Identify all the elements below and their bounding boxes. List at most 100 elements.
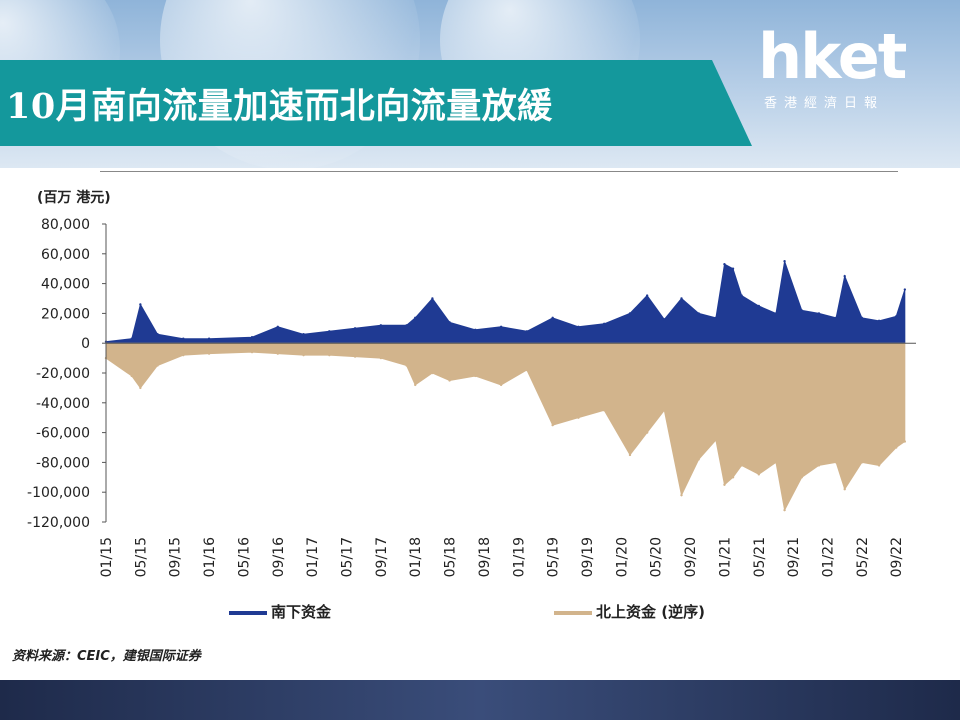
footer-bar [0, 680, 960, 720]
data-point [302, 333, 305, 336]
x-tick-label: 09/17 [374, 537, 390, 577]
legend-item-south: 南下资金 [229, 601, 331, 622]
data-point [663, 409, 666, 412]
data-point [431, 371, 434, 375]
y-tick-label: -100,000 [27, 485, 90, 501]
data-point [714, 438, 718, 442]
logo-wordmark: hket [758, 20, 907, 93]
data-point [353, 327, 357, 330]
data-point [182, 353, 185, 357]
data-point [774, 312, 778, 315]
data-point [740, 294, 743, 297]
data-point [448, 379, 451, 382]
data-point [903, 288, 907, 291]
data-point [577, 325, 580, 329]
data-point [405, 364, 408, 367]
data-point [379, 356, 383, 360]
series-area-north [105, 342, 906, 512]
data-point [723, 263, 726, 266]
y-tick-label: -80,000 [36, 455, 90, 471]
y-tick-label: -60,000 [36, 426, 90, 442]
data-point [414, 316, 417, 320]
x-tick-label: 01/15 [99, 537, 115, 577]
data-point [757, 473, 761, 476]
source-note: 资料来源：CEIC，建银国际证券 [12, 649, 201, 664]
data-point [250, 350, 254, 354]
legend-item-north: 北上资金 (逆序) [554, 601, 705, 622]
x-tick-label: 09/20 [683, 537, 699, 577]
x-tick-label: 05/16 [236, 537, 252, 577]
data-point [328, 353, 331, 357]
chart-unit-label: (百万 港元) [37, 189, 111, 206]
x-tick-label: 05/21 [752, 537, 768, 577]
data-point [800, 309, 803, 312]
data-point [731, 476, 735, 479]
data-point [817, 464, 821, 467]
data-point [860, 461, 864, 464]
data-point [645, 431, 649, 434]
data-point [645, 294, 649, 297]
legend-label-south: 南下资金 [271, 603, 332, 621]
x-tick-label: 09/16 [271, 537, 287, 577]
data-point [834, 461, 838, 464]
x-tick-label: 09/18 [477, 537, 493, 577]
data-point [207, 337, 211, 340]
y-tick-label: 0 [81, 336, 90, 352]
x-tick-label: 05/20 [649, 537, 665, 577]
data-point [474, 374, 477, 378]
data-point [405, 324, 408, 327]
data-point [302, 353, 305, 357]
data-point [680, 297, 683, 300]
x-tick-label: 05/22 [855, 537, 871, 577]
data-point [207, 352, 211, 355]
data-point [328, 330, 331, 333]
x-tick-label: 01/21 [717, 537, 733, 577]
data-point [800, 476, 803, 479]
data-point [628, 453, 632, 457]
data-point [139, 386, 142, 390]
data-point [877, 319, 881, 323]
data-point [525, 330, 529, 333]
header-divider [100, 171, 898, 172]
data-point [353, 355, 357, 358]
flow-chart: (百万 港元) 80,000 60,000 40,000 20,000 0 -20,000… [27, 189, 916, 577]
data-point [731, 267, 735, 270]
data-point [774, 461, 778, 464]
y-tick-label: -120,000 [27, 515, 90, 531]
data-point [379, 324, 383, 327]
data-point [843, 488, 846, 491]
y-tick-label: -20,000 [36, 366, 90, 382]
data-point [448, 321, 451, 324]
x-tick-label: 05/18 [443, 537, 459, 577]
data-point [602, 409, 606, 412]
y-tick-label: 20,000 [41, 306, 90, 322]
data-point [714, 316, 718, 320]
title-band [0, 60, 752, 146]
data-point [182, 337, 185, 340]
data-point [156, 364, 159, 367]
data-point [130, 337, 133, 340]
x-tick-label: 01/22 [821, 537, 837, 577]
x-tick-label: 01/18 [408, 537, 424, 577]
data-point [551, 423, 554, 427]
data-point [903, 440, 907, 443]
data-point [723, 483, 726, 486]
x-tick-label: 09/19 [580, 537, 596, 577]
data-point [414, 383, 417, 387]
data-point [783, 508, 786, 512]
x-tick-label: 05/17 [340, 537, 356, 577]
data-point [895, 315, 898, 318]
x-tick-label: 09/22 [889, 537, 905, 577]
data-point [499, 383, 503, 387]
data-point [628, 312, 632, 315]
x-tick-label: 01/16 [202, 537, 218, 577]
x-tick-label: 05/15 [133, 537, 149, 577]
x-tick-label: 01/20 [614, 537, 630, 577]
data-point [757, 304, 761, 308]
y-tick-label: 60,000 [41, 247, 90, 263]
page-title: 10月南向流量加速而北向流量放緩 [6, 86, 553, 127]
data-point [499, 325, 503, 329]
legend-swatch-south [229, 610, 267, 615]
y-tick-label: 40,000 [41, 277, 90, 293]
data-point [474, 328, 477, 331]
